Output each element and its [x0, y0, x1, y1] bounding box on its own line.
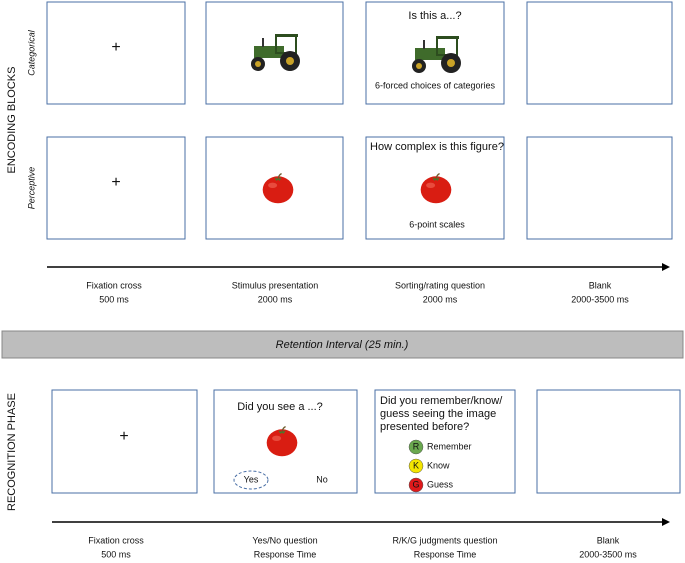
option-dot	[408, 477, 424, 493]
rkg-options: R Remember K Know G Guess	[408, 439, 472, 493]
section-title: RECOGNITION PHASE	[6, 393, 18, 511]
timeline-duration: 2000 ms	[258, 294, 293, 304]
section-title: ENCODING BLOCKS	[6, 67, 18, 174]
timeline-duration: 2000-3500 ms	[579, 549, 637, 559]
panel	[51, 389, 198, 494]
option-label: Know	[427, 460, 450, 470]
timeline-step: Blank	[589, 280, 612, 290]
option-key: K	[413, 460, 419, 470]
timeline-duration: 500 ms	[101, 549, 131, 559]
timeline-step: Yes/No question	[252, 535, 317, 545]
no-option: No	[316, 474, 328, 484]
option-key: G	[412, 479, 419, 489]
row-label: Categorical	[26, 29, 36, 76]
recognition-section: RECOGNITION PHASE + Did you see a ...? Y…	[6, 389, 681, 559]
question: Did you remember/know/guess seeing the i…	[380, 395, 503, 433]
arrow-head	[662, 263, 670, 271]
timeline-labels: Fixation cross 500 ms Yes/No question Respo…	[88, 535, 637, 559]
row-label: Perceptive	[26, 167, 36, 210]
panel	[526, 136, 673, 240]
panel	[374, 389, 516, 494]
timeline-step: Sorting/rating question	[395, 280, 485, 290]
question: Did you see a ...?	[237, 401, 323, 413]
timeline-duration: Response Time	[254, 549, 317, 559]
option-dot	[408, 458, 424, 474]
timeline-duration: Response Time	[414, 549, 477, 559]
option-label: Guess	[427, 479, 454, 489]
panel	[46, 136, 186, 240]
yes-highlight	[233, 470, 269, 490]
timeline-labels: Fixation cross 500 ms Stimulus presentatio…	[86, 280, 629, 304]
timeline-step: Fixation cross	[88, 535, 144, 545]
panel	[536, 389, 681, 494]
timeline-step: Blank	[597, 535, 620, 545]
arrow-head	[662, 518, 670, 526]
timeline-step: R/K/G judgments question	[392, 535, 497, 545]
note: 6-point scales	[409, 219, 465, 229]
timeline-duration: 2000 ms	[423, 294, 458, 304]
timeline-step: Fixation cross	[86, 280, 142, 290]
panel	[526, 1, 673, 105]
question-line: presented before?	[380, 421, 469, 433]
retention-band	[1, 330, 684, 359]
retention-label: Retention Interval (25 min.)	[276, 339, 409, 351]
question-line: guess seeing the image	[380, 408, 496, 420]
fixation-cross: +	[111, 39, 120, 56]
question: How complex is this figure?	[370, 141, 504, 153]
timeline-duration: 500 ms	[99, 294, 129, 304]
panel	[46, 1, 186, 105]
option-dot	[408, 439, 424, 455]
timeline-step: Stimulus presentation	[232, 280, 319, 290]
fixation-cross: +	[119, 428, 128, 445]
question-line: Did you remember/know/	[380, 395, 503, 407]
option-key: R	[413, 441, 420, 451]
yes-option: Yes	[244, 474, 259, 484]
encoding-section: ENCODING BLOCKS Categorical Perceptive +…	[6, 1, 673, 304]
question: Is this a...?	[408, 10, 461, 22]
fixation-cross: +	[111, 174, 120, 191]
timeline-duration: 2000-3500 ms	[571, 294, 629, 304]
note: 6-forced choices of categories	[375, 80, 496, 90]
option-label: Remember	[427, 441, 472, 451]
